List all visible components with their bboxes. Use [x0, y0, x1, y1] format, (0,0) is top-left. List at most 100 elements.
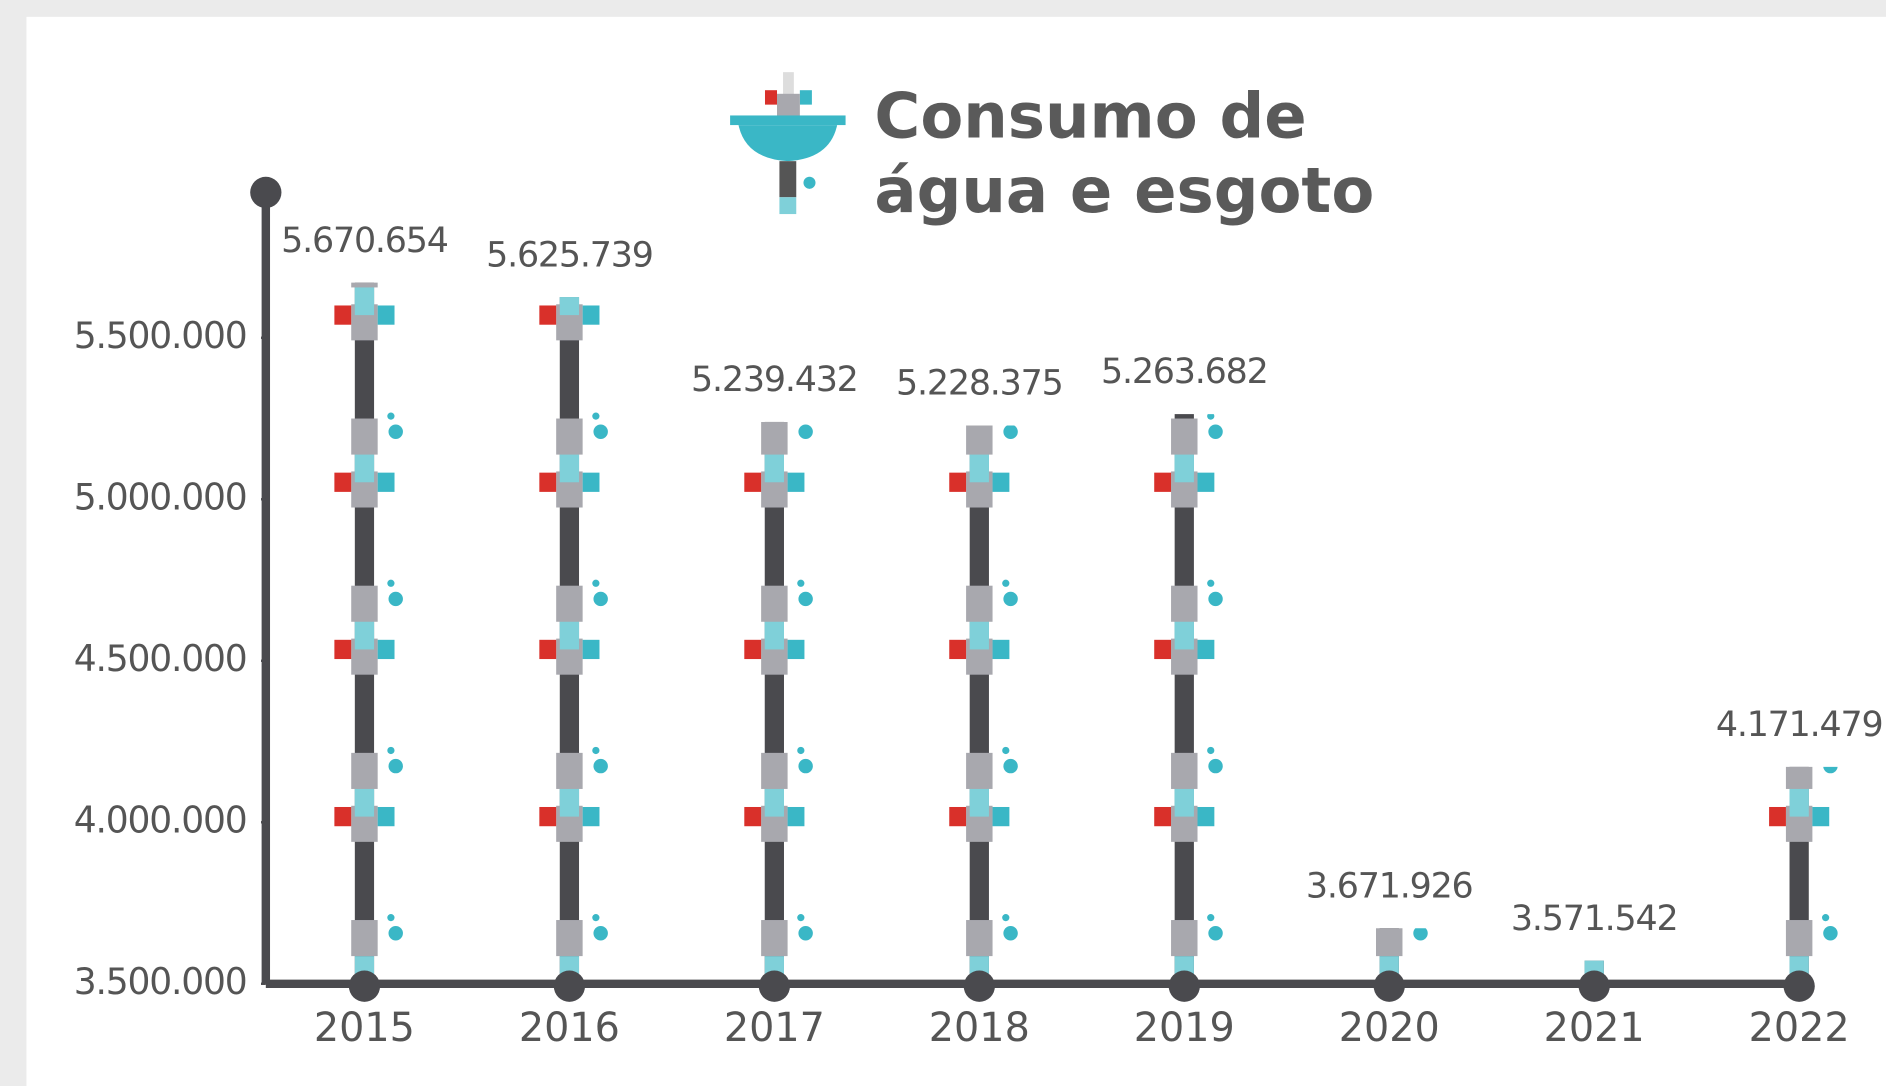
drop	[388, 758, 403, 774]
axis-dot	[1373, 970, 1405, 1002]
drop	[1207, 579, 1215, 587]
sink-icon	[730, 72, 846, 215]
valve-cold	[1197, 472, 1215, 492]
drop	[1822, 914, 1830, 922]
y-tick-label: 3.500.000	[74, 961, 247, 1003]
valve-cold	[1197, 639, 1215, 660]
valve-cold	[377, 305, 395, 325]
valve-hot	[539, 472, 557, 492]
axis-dot	[1783, 970, 1815, 1002]
valve-cold	[992, 639, 1010, 660]
axis-dot	[553, 970, 586, 1002]
pipe-joint	[966, 425, 993, 455]
pipe-joint	[761, 752, 788, 789]
pipe-water	[1174, 788, 1194, 817]
valve-hot	[334, 305, 352, 325]
pipe-water	[559, 454, 580, 483]
drop	[1823, 766, 1838, 774]
valve-cold	[377, 472, 395, 492]
pipe-joint	[761, 421, 788, 455]
valve-hot	[334, 472, 352, 492]
x-tick-label: 2017	[724, 1005, 825, 1051]
drop	[798, 591, 813, 607]
y-tick-label: 5.000.000	[74, 476, 247, 518]
drop	[1208, 758, 1223, 774]
value-label: 5.670.654	[281, 221, 448, 261]
drop	[387, 914, 395, 922]
drop	[797, 914, 805, 922]
pipe-joint	[966, 920, 993, 957]
drop	[593, 424, 608, 439]
drop	[1003, 425, 1018, 439]
valve-hot	[744, 806, 762, 827]
drop	[388, 424, 403, 439]
pipe-joint	[761, 585, 788, 622]
drop	[387, 412, 395, 420]
drop	[1208, 591, 1223, 607]
pipe-water	[559, 788, 580, 817]
bar	[764, 421, 784, 984]
drop	[593, 591, 608, 607]
drop	[593, 758, 608, 774]
pipe-joint	[966, 585, 993, 622]
valve-cold	[377, 639, 395, 660]
drop	[1003, 591, 1018, 607]
valve-hot	[539, 305, 557, 325]
valve-hot	[1769, 806, 1786, 827]
valve-cold	[787, 806, 805, 827]
pipe-joint	[1171, 418, 1198, 455]
drop	[798, 926, 813, 941]
pipe-fittings	[334, 282, 403, 984]
pipe-water	[559, 297, 580, 316]
valve-hot	[949, 472, 967, 492]
y-tick-label: 5.500.000	[74, 315, 247, 357]
pipe-joint	[1171, 585, 1198, 622]
valve-hot	[334, 806, 352, 827]
valve-hot	[334, 639, 352, 660]
valve-hot	[949, 639, 967, 660]
pipe-fittings	[1154, 414, 1223, 984]
drop	[1207, 746, 1215, 755]
drop	[387, 579, 395, 587]
card	[26, 16, 1886, 1086]
x-tick-label: 2020	[1339, 1005, 1440, 1051]
pipe-water	[1174, 454, 1194, 483]
axis-dot	[348, 970, 381, 1002]
pipe-joint	[556, 920, 583, 957]
valve-cold	[582, 639, 600, 660]
value-label: 5.625.739	[486, 235, 653, 275]
pipe-water	[354, 788, 375, 817]
drop	[387, 746, 395, 755]
x-tick-label: 2021	[1544, 1005, 1645, 1051]
valve-cold	[787, 472, 805, 492]
drop	[1002, 914, 1010, 922]
drop	[1208, 926, 1223, 941]
valve-hot	[744, 472, 762, 492]
valve-hot	[539, 639, 557, 660]
valve-cold	[582, 806, 600, 827]
axis-dot	[963, 970, 995, 1002]
drop	[593, 926, 608, 941]
y-tick-label: 4.000.000	[74, 799, 247, 841]
valve-hot	[539, 806, 557, 827]
value-label: 3.671.926	[1306, 866, 1473, 906]
drop	[388, 926, 403, 941]
valve-hot	[1154, 806, 1172, 827]
drop	[1208, 424, 1223, 439]
y-axis-cap	[250, 176, 282, 209]
pipe-water	[764, 454, 784, 483]
drop	[388, 591, 403, 607]
pipe-water	[1789, 788, 1809, 817]
pipe-joint	[556, 752, 583, 789]
x-tick-label: 2016	[519, 1005, 620, 1051]
pipe-joint	[351, 282, 378, 288]
valve-cold	[1197, 806, 1215, 827]
y-tick-label: 4.500.000	[74, 638, 247, 680]
valve-cold	[377, 806, 395, 827]
drop	[797, 579, 805, 587]
x-tick-label: 2015	[314, 1005, 415, 1051]
pipe-joint	[1785, 766, 1813, 789]
pipe-joint	[351, 920, 378, 957]
drop	[1002, 579, 1010, 587]
